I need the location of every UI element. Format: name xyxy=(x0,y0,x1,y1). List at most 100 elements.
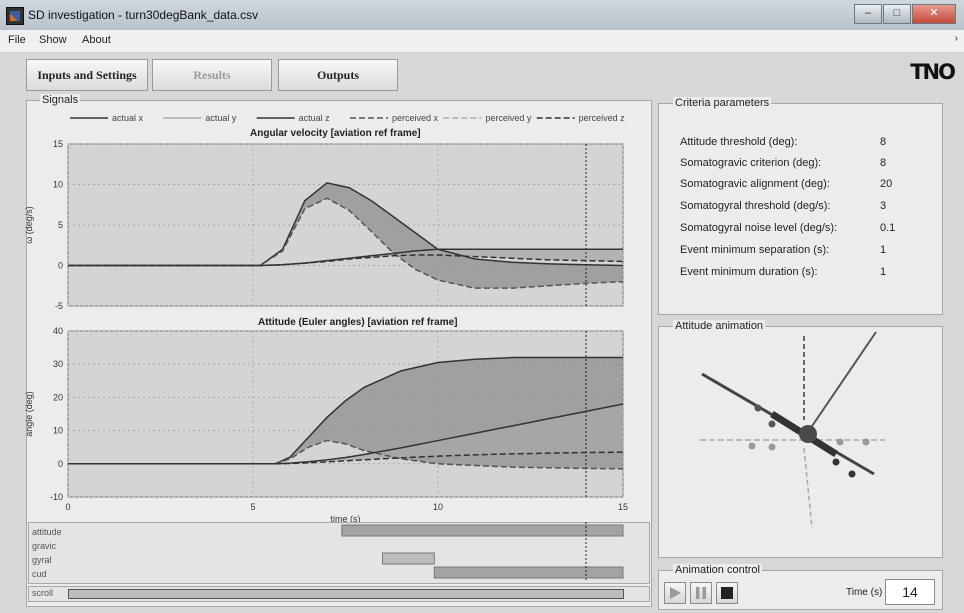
close-button[interactable]: ✕ xyxy=(912,4,956,24)
engine-dot xyxy=(768,420,776,428)
pause-button[interactable] xyxy=(690,582,712,604)
series-line xyxy=(68,451,624,465)
event-bars xyxy=(341,522,624,582)
legend-label: perceived z xyxy=(579,113,626,123)
criteria-label: Somatogyral noise level (deg/s): xyxy=(680,222,838,234)
pause-icon xyxy=(696,587,706,599)
time-scrollbar[interactable] xyxy=(68,589,624,599)
engine-shadow-dot xyxy=(768,443,776,451)
criteria-label: Event minimum separation (s): xyxy=(680,244,830,256)
x-tick-label: 5 xyxy=(250,502,255,512)
engine-shadow-dot xyxy=(862,438,870,446)
criteria-value: 3 xyxy=(880,200,887,212)
tab-inputs-and-settings[interactable]: Inputs and Settings xyxy=(26,59,148,91)
angular-velocity-chart: -5 0 5 10 15 ω (deg/s) xyxy=(24,139,624,311)
difference-area xyxy=(68,182,623,289)
series-line xyxy=(68,182,624,267)
series-line xyxy=(68,439,624,470)
criteria-label: Somatogravic alignment (deg): xyxy=(680,178,830,190)
y-tick-label: 0 xyxy=(58,261,63,271)
legend-label: perceived y xyxy=(485,113,532,123)
y-tick-label: 0 xyxy=(58,459,63,469)
menu-bar: File Show About › xyxy=(0,30,964,53)
play-icon xyxy=(670,587,681,599)
y-tick-label: 10 xyxy=(53,180,63,190)
event-label-gyral: gyral xyxy=(32,555,52,565)
y-tick-label: 40 xyxy=(53,326,63,336)
time-input[interactable]: 14 xyxy=(885,579,935,605)
menu-file[interactable]: File xyxy=(8,34,26,46)
event-label-attitude: attitude xyxy=(32,527,62,537)
x-tick-label: 10 xyxy=(433,502,443,512)
scroll-label: scroll xyxy=(32,588,54,598)
attitude-animation-label: Attitude animation xyxy=(673,320,766,332)
criteria-label: Attitude threshold (deg): xyxy=(680,136,798,148)
y-tick-label: 5 xyxy=(58,220,63,230)
maximize-button[interactable]: □ xyxy=(883,4,911,24)
difference-area xyxy=(68,404,623,464)
criteria-value: 1 xyxy=(880,244,887,256)
criteria-value: 0.1 xyxy=(880,222,896,234)
difference-area xyxy=(68,249,623,266)
tab-results[interactable]: Results xyxy=(152,59,272,91)
engine-dot xyxy=(754,404,762,412)
event-bar-gyral xyxy=(382,552,435,565)
criteria-panel-label: Criteria parameters xyxy=(673,97,772,109)
legend-label: actual y xyxy=(205,113,237,123)
criteria-label: Somatogyral threshold (deg/s): xyxy=(680,200,831,212)
stop-button[interactable] xyxy=(716,582,738,604)
legend-label: perceived x xyxy=(392,113,439,123)
attitude-animation-panel xyxy=(658,326,943,558)
y-tick-label: 10 xyxy=(53,426,63,436)
window-title: SD investigation - turn30degBank_data.cs… xyxy=(28,8,259,22)
toolbar-overflow-icon[interactable]: › xyxy=(954,33,958,44)
series-line xyxy=(68,248,623,267)
series-line xyxy=(68,254,624,267)
criteria-label: Event minimum duration (s): xyxy=(680,266,818,278)
criteria-label: Somatogravic criterion (deg): xyxy=(680,157,822,169)
signals-panel-label: Signals xyxy=(40,94,81,106)
chart-legend: actual x actual y actual z perceived x perce… xyxy=(70,113,626,123)
x-axis-label: time (s) xyxy=(331,514,361,524)
criteria-panel xyxy=(658,103,943,315)
aircraft-nose xyxy=(799,425,817,443)
minimize-button[interactable]: – xyxy=(854,4,882,24)
y-tick-label: -5 xyxy=(55,301,63,311)
engine-dot xyxy=(848,470,856,478)
criteria-value: 1 xyxy=(880,266,887,278)
legend-label: actual z xyxy=(299,113,331,123)
aircraft-3d-view xyxy=(700,331,885,529)
y-tick-label: 20 xyxy=(53,392,63,402)
engine-shadow-dot xyxy=(748,442,756,450)
y-tick-label: -10 xyxy=(50,492,63,502)
event-bar-cud xyxy=(433,566,624,579)
event-label-gravic: gravic xyxy=(32,541,57,551)
x-tick-label: 0 xyxy=(65,502,70,512)
tno-logo: TNO xyxy=(910,60,956,84)
criteria-value: 20 xyxy=(880,178,893,190)
legend-label: actual x xyxy=(112,113,144,123)
time-label: Time (s) xyxy=(846,587,883,598)
chart2-title: Attitude (Euler angles) [aviation ref fr… xyxy=(258,317,458,328)
matlab-app-icon xyxy=(6,7,24,25)
tab-outputs[interactable]: Outputs xyxy=(278,59,398,91)
axis-tilted xyxy=(807,331,877,433)
menu-show[interactable]: Show xyxy=(39,34,67,46)
y-tick-label: 15 xyxy=(53,139,63,149)
event-bar-attitude xyxy=(341,524,624,537)
criteria-value: 8 xyxy=(880,136,887,148)
y-axis-label: ω (deg/s) xyxy=(24,206,34,244)
y-axis-label: angle (deg) xyxy=(24,391,34,437)
axis-lower xyxy=(803,447,813,529)
play-button[interactable] xyxy=(664,582,686,604)
engine-dot xyxy=(832,458,840,466)
event-label-cud: cud xyxy=(32,569,47,579)
x-tick-label: 15 xyxy=(618,502,628,512)
chart1-title: Angular velocity [aviation ref frame] xyxy=(250,128,421,139)
menu-about[interactable]: About xyxy=(82,34,111,46)
criteria-value: 8 xyxy=(880,157,887,169)
stop-icon xyxy=(721,587,733,599)
window-titlebar: SD investigation - turn30degBank_data.cs… xyxy=(0,0,964,31)
series-line xyxy=(68,356,623,465)
